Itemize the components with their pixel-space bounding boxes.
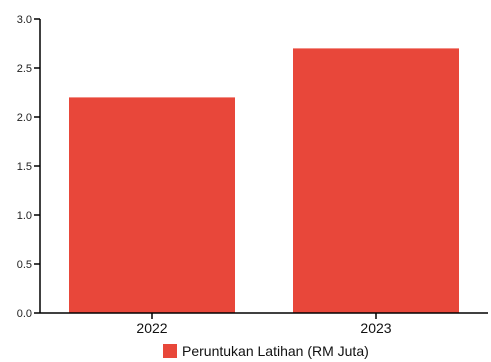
legend-swatch bbox=[163, 344, 177, 358]
bar-2022 bbox=[69, 97, 235, 314]
y-tick-label: 1.0 bbox=[17, 210, 32, 222]
legend-label: Peruntukan Latihan (RM Juta) bbox=[182, 343, 369, 359]
legend: Peruntukan Latihan (RM Juta) bbox=[163, 343, 369, 359]
y-tick-label: 0.5 bbox=[17, 259, 32, 271]
y-tick-label: 1.5 bbox=[17, 161, 32, 173]
bar-2023 bbox=[293, 48, 459, 314]
y-tick-label: 3.0 bbox=[17, 14, 32, 26]
y-tick-label: 0.0 bbox=[17, 308, 32, 320]
y-tick-label: 2.5 bbox=[17, 63, 32, 75]
x-tick-label: 2022 bbox=[136, 320, 167, 336]
x-axis: 2022 2023 bbox=[40, 312, 488, 336]
y-tick-label: 2.0 bbox=[17, 112, 32, 124]
y-axis: 0.0 0.5 1.0 1.5 2.0 2.5 3.0 bbox=[17, 14, 41, 320]
bars bbox=[69, 48, 459, 314]
x-tick-label: 2023 bbox=[360, 320, 391, 336]
